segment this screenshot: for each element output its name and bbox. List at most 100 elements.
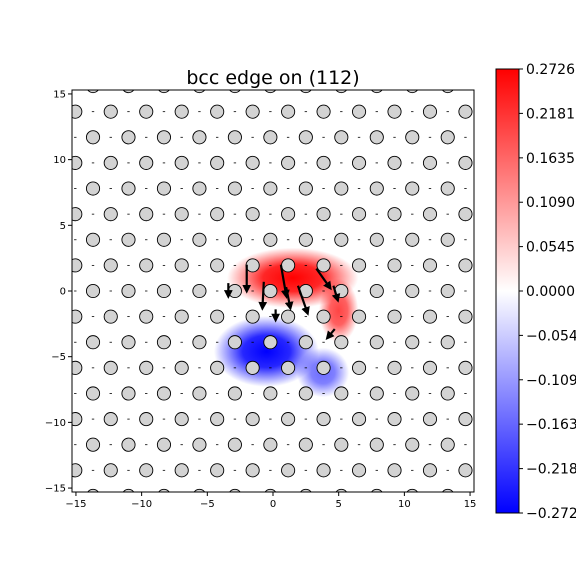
atom xyxy=(158,488,170,492)
atom xyxy=(174,207,189,222)
colorbar-tick-label: 0.1635 xyxy=(526,151,575,167)
atom xyxy=(422,155,438,170)
atom xyxy=(51,233,64,246)
atom xyxy=(51,336,64,349)
atom xyxy=(192,130,207,145)
atom xyxy=(477,131,490,144)
colorbar-tick-label: −0.0545 xyxy=(526,328,576,344)
atom xyxy=(387,207,402,222)
atom xyxy=(387,412,402,427)
atom xyxy=(422,463,438,478)
atom xyxy=(281,360,296,375)
y-tick-label: 15 xyxy=(53,89,66,100)
atom xyxy=(227,130,242,145)
atom xyxy=(210,258,225,273)
colorbar-tick-label: −0.2726 xyxy=(526,506,576,522)
atom xyxy=(281,104,296,119)
atom xyxy=(156,335,172,350)
atom xyxy=(103,412,118,427)
x-tick-label: 15 xyxy=(464,499,477,510)
atom xyxy=(370,90,383,94)
atom xyxy=(281,155,296,170)
atom xyxy=(192,335,207,350)
atom xyxy=(351,104,367,119)
atom xyxy=(405,181,420,196)
displacement-arrow xyxy=(325,328,336,341)
atom xyxy=(334,335,349,350)
atom xyxy=(72,207,83,222)
field-blob-positive xyxy=(318,278,359,343)
atom xyxy=(139,360,154,375)
atom xyxy=(298,386,313,401)
atom xyxy=(139,258,154,273)
atom xyxy=(103,104,118,119)
atom xyxy=(405,130,420,145)
atom xyxy=(477,182,490,195)
atom xyxy=(334,386,349,401)
y-tick-label: −5 xyxy=(51,352,66,363)
colorbar-tick-label: 0.2181 xyxy=(526,106,575,122)
atom xyxy=(422,360,438,375)
atom xyxy=(245,360,260,375)
atom xyxy=(227,335,242,350)
atom xyxy=(103,309,118,324)
atom xyxy=(72,463,83,478)
atom xyxy=(405,437,420,452)
atom xyxy=(192,283,207,299)
atom xyxy=(335,90,348,94)
atom xyxy=(458,463,473,478)
atom xyxy=(263,335,278,350)
atom xyxy=(351,258,367,273)
atom xyxy=(405,386,420,401)
atom xyxy=(85,335,101,350)
atom xyxy=(174,412,189,427)
atom xyxy=(139,463,154,478)
atom xyxy=(263,181,278,196)
atom xyxy=(121,437,136,452)
atom xyxy=(210,309,225,324)
atom xyxy=(316,309,331,324)
atom xyxy=(316,104,331,119)
atom xyxy=(229,488,241,492)
colorbar-ticks: 0.2726 0.2181 0.1635 0.1090 0.0545 0.0000 −0.0… xyxy=(519,62,576,522)
atom xyxy=(139,104,154,119)
atom xyxy=(369,283,384,299)
atom xyxy=(458,309,473,324)
atom xyxy=(440,181,455,196)
atom xyxy=(422,104,438,119)
atom xyxy=(227,386,242,401)
atom xyxy=(477,438,490,451)
atom xyxy=(156,386,172,401)
atom xyxy=(263,437,278,452)
atom xyxy=(316,207,331,222)
atom xyxy=(477,79,490,92)
atom xyxy=(263,130,278,145)
atom xyxy=(174,104,189,119)
atom xyxy=(264,488,277,492)
atom xyxy=(351,463,367,478)
atom xyxy=(121,283,136,299)
atom xyxy=(174,155,189,170)
displacement-arrow xyxy=(258,281,268,311)
atom xyxy=(458,155,473,170)
atom xyxy=(316,463,331,478)
atom xyxy=(298,335,313,350)
atom xyxy=(334,130,349,145)
atom xyxy=(458,360,473,375)
atom xyxy=(193,90,206,94)
atom xyxy=(387,309,402,324)
atom xyxy=(387,104,402,119)
atom xyxy=(299,488,312,492)
atom xyxy=(192,386,207,401)
atom xyxy=(458,104,473,119)
atom xyxy=(369,232,384,247)
atom xyxy=(245,155,260,170)
atom xyxy=(245,207,260,222)
atom xyxy=(422,207,438,222)
atom xyxy=(351,412,367,427)
atom xyxy=(263,386,278,401)
atom xyxy=(85,437,101,452)
atom xyxy=(103,360,118,375)
atom xyxy=(441,90,454,94)
atom xyxy=(298,130,313,145)
